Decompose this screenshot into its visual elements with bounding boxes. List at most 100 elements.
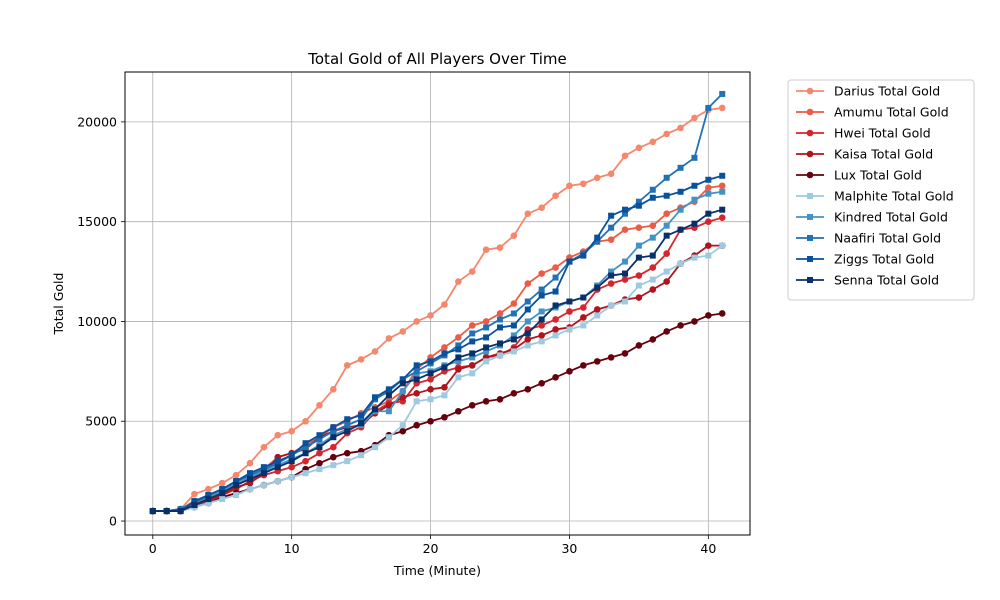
data-point bbox=[385, 386, 392, 393]
data-point bbox=[719, 188, 726, 195]
data-point bbox=[649, 252, 656, 259]
data-point bbox=[608, 302, 615, 309]
data-point bbox=[622, 270, 628, 277]
data-point bbox=[705, 176, 712, 183]
x-axis: 0 10 20 30 40 bbox=[149, 535, 716, 556]
data-point bbox=[219, 496, 226, 503]
data-point bbox=[399, 393, 407, 401]
data-point bbox=[343, 362, 351, 369]
data-point bbox=[663, 278, 670, 285]
legend-marker bbox=[806, 108, 814, 116]
data-point bbox=[691, 154, 698, 161]
data-point bbox=[191, 490, 198, 498]
data-point bbox=[552, 332, 559, 339]
data-point bbox=[622, 206, 628, 213]
data-point bbox=[260, 470, 267, 477]
data-point bbox=[649, 286, 657, 293]
data-point bbox=[705, 252, 712, 259]
legend-marker bbox=[807, 214, 813, 220]
data-point bbox=[330, 462, 337, 469]
data-point bbox=[455, 374, 462, 381]
data-point bbox=[219, 490, 226, 497]
data-point bbox=[635, 224, 643, 231]
data-point bbox=[469, 350, 476, 357]
data-point bbox=[580, 252, 587, 259]
legend-entry: Malphite Total Gold bbox=[796, 189, 954, 204]
data-point bbox=[288, 474, 295, 481]
data-point bbox=[247, 486, 253, 493]
legend-marker bbox=[807, 256, 813, 262]
data-point bbox=[719, 172, 726, 179]
data-point bbox=[316, 449, 323, 457]
data-point bbox=[302, 450, 309, 457]
legend-entry: Darius Total Gold bbox=[796, 84, 940, 99]
series-layer bbox=[149, 90, 726, 515]
data-point bbox=[635, 198, 642, 205]
data-point bbox=[677, 206, 684, 213]
data-point bbox=[468, 362, 476, 369]
legend-entry: Hwei Total Gold bbox=[796, 126, 931, 141]
series-9 bbox=[149, 206, 726, 515]
data-point bbox=[330, 386, 337, 393]
data-point bbox=[233, 482, 240, 489]
data-point bbox=[343, 449, 351, 457]
data-point bbox=[691, 220, 698, 227]
data-point bbox=[719, 206, 726, 213]
legend-marker bbox=[807, 235, 813, 241]
data-point bbox=[191, 502, 198, 509]
legend-box bbox=[787, 79, 975, 301]
data-point bbox=[538, 380, 545, 387]
data-point bbox=[205, 496, 212, 503]
data-point bbox=[677, 188, 684, 195]
data-point bbox=[497, 324, 503, 331]
data-point bbox=[177, 508, 184, 515]
data-point bbox=[649, 194, 656, 201]
data-point bbox=[469, 370, 476, 377]
data-point bbox=[622, 210, 628, 217]
data-point bbox=[608, 272, 615, 279]
data-point bbox=[330, 453, 337, 461]
data-point bbox=[288, 427, 295, 435]
data-point bbox=[524, 280, 532, 287]
data-point bbox=[455, 354, 462, 361]
data-point bbox=[455, 334, 462, 341]
data-point bbox=[580, 294, 587, 301]
data-point bbox=[649, 276, 656, 283]
data-point bbox=[302, 444, 309, 451]
legend-entry: Kaisa Total Gold bbox=[796, 147, 933, 162]
legend-marker bbox=[806, 171, 814, 179]
data-point bbox=[441, 350, 448, 357]
data-point bbox=[649, 234, 656, 241]
data-point bbox=[441, 301, 448, 308]
data-point bbox=[649, 336, 657, 343]
data-point bbox=[663, 192, 670, 199]
data-point bbox=[427, 370, 434, 377]
data-point bbox=[538, 338, 545, 345]
data-point bbox=[232, 471, 240, 479]
data-point bbox=[649, 264, 657, 271]
data-point bbox=[385, 401, 393, 409]
data-point bbox=[233, 492, 240, 499]
data-point bbox=[441, 413, 448, 421]
data-point bbox=[635, 202, 642, 209]
data-point bbox=[455, 342, 462, 349]
y-tick-label: 10000 bbox=[77, 314, 117, 329]
data-point bbox=[580, 304, 587, 311]
data-point bbox=[705, 104, 712, 111]
legend-entry: Amumu Total Gold bbox=[796, 105, 949, 120]
data-point bbox=[510, 348, 517, 355]
y-tick-label: 20000 bbox=[77, 114, 117, 129]
data-point bbox=[469, 354, 476, 361]
data-point bbox=[663, 268, 670, 275]
data-point bbox=[372, 444, 378, 451]
x-axis-label: Time (Minute) bbox=[393, 563, 481, 578]
legend-marker bbox=[806, 87, 814, 95]
data-point bbox=[538, 286, 545, 293]
data-point bbox=[524, 342, 531, 349]
data-point bbox=[205, 500, 212, 507]
data-point bbox=[441, 364, 448, 371]
x-tick-label: 20 bbox=[423, 541, 439, 556]
data-point bbox=[635, 294, 643, 301]
legend-entry: Ziggs Total Gold bbox=[796, 252, 934, 267]
data-point bbox=[607, 236, 615, 243]
